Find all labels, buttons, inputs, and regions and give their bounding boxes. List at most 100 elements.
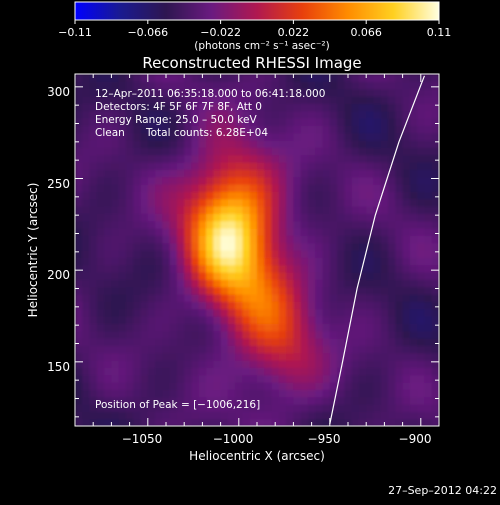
heatmap-cell xyxy=(147,272,156,280)
heatmap-cell xyxy=(271,191,280,200)
heatmap-cell xyxy=(206,81,214,90)
heatmap-cell xyxy=(380,162,389,170)
heatmap-cell xyxy=(220,338,229,346)
heatmap-cell xyxy=(431,360,439,368)
heatmap-cell xyxy=(249,125,258,134)
heatmap-cell xyxy=(293,213,302,222)
heatmap-cell xyxy=(271,206,280,214)
heatmap-cell xyxy=(140,96,149,104)
heatmap-cell xyxy=(235,411,244,420)
heatmap-cell xyxy=(424,81,433,90)
heatmap-cell xyxy=(220,367,229,376)
heatmap-cell xyxy=(402,235,411,244)
heatmap-cell xyxy=(206,330,214,339)
heatmap-cell xyxy=(220,308,229,317)
heatmap-cell xyxy=(395,250,404,258)
heatmap-cell xyxy=(402,220,411,229)
heatmap-cell xyxy=(111,345,120,354)
heatmap-cell xyxy=(373,110,382,119)
heatmap-cell xyxy=(104,382,112,390)
heatmap-cell xyxy=(329,301,338,310)
heatmap-cell xyxy=(125,264,134,273)
heatmap-cell xyxy=(125,286,134,295)
heatmap-cell xyxy=(169,198,178,207)
heatmap-cell xyxy=(315,404,324,412)
heatmap-cell xyxy=(424,103,433,112)
heatmap-cell xyxy=(271,257,280,266)
heatmap-cell xyxy=(366,330,375,339)
heatmap-cell xyxy=(235,382,244,390)
heatmap-cell xyxy=(191,81,200,90)
heatmap-cell xyxy=(89,316,98,324)
heatmap-cell xyxy=(96,250,105,258)
heatmap-cell xyxy=(118,220,127,229)
heatmap-cell xyxy=(373,198,382,207)
heatmap-cell xyxy=(155,162,163,170)
heatmap-cell xyxy=(344,286,353,295)
heatmap-cell xyxy=(358,154,367,163)
heatmap-cell xyxy=(147,360,156,368)
heatmap-cell xyxy=(162,264,171,273)
heatmap-cell xyxy=(235,191,244,200)
heatmap-cell xyxy=(169,154,178,163)
heatmap-cell xyxy=(118,206,127,214)
heatmap-cell xyxy=(417,352,426,361)
heatmap-cell xyxy=(286,301,294,310)
heatmap-cell xyxy=(242,132,251,141)
heatmap-cell xyxy=(388,213,396,222)
heatmap-cell xyxy=(337,103,345,112)
heatmap-cell xyxy=(213,169,222,178)
heatmap-cell xyxy=(242,411,251,420)
heatmap-cell xyxy=(278,250,287,258)
heatmap-cell xyxy=(366,198,375,207)
heatmap-cell xyxy=(235,228,244,236)
heatmap-cell xyxy=(264,81,273,90)
heatmap-cell xyxy=(89,228,98,236)
heatmap-cell xyxy=(75,301,83,310)
heatmap-cell xyxy=(125,338,134,346)
heatmap-cell xyxy=(380,308,389,317)
heatmap-cell xyxy=(286,132,294,141)
heatmap-cell xyxy=(140,338,149,346)
heatmap-cell xyxy=(118,110,127,119)
heatmap-cell xyxy=(176,316,185,324)
heatmap-cell xyxy=(235,147,244,156)
heatmap-cell xyxy=(140,191,149,200)
heatmap-cell xyxy=(380,88,389,97)
heatmap-cell xyxy=(431,140,439,148)
heatmap-cell xyxy=(431,272,439,280)
heatmap-cell xyxy=(191,352,200,361)
heatmap-cell xyxy=(322,360,331,368)
heatmap-cell xyxy=(140,125,149,134)
heatmap-cell xyxy=(249,154,258,163)
heatmap-cell xyxy=(82,242,91,251)
heatmap-cell xyxy=(227,389,236,398)
heatmap-cell xyxy=(417,294,426,302)
heatmap-cell xyxy=(366,404,375,412)
heatmap-cell xyxy=(271,242,280,251)
heatmap-cell xyxy=(337,250,345,258)
heatmap-cell xyxy=(257,206,265,214)
heatmap-cell xyxy=(176,125,185,134)
heatmap-cell xyxy=(125,81,134,90)
heatmap-cell xyxy=(300,286,309,295)
heatmap-cell xyxy=(82,345,91,354)
heatmap-cell xyxy=(344,396,353,405)
heatmap-cell xyxy=(431,242,439,251)
heatmap-cell xyxy=(322,242,331,251)
heatmap-cell xyxy=(125,228,134,236)
heatmap-cell xyxy=(417,162,426,170)
heatmap-cell xyxy=(358,125,367,134)
heatmap-cell xyxy=(329,169,338,178)
heatmap-cell xyxy=(169,147,178,156)
heatmap-cell xyxy=(104,396,112,405)
heatmap-cell xyxy=(307,125,316,134)
heatmap-cell xyxy=(82,140,91,148)
heatmap-cell xyxy=(249,74,258,82)
heatmap-cell xyxy=(409,220,418,229)
heatmap-cell xyxy=(271,220,280,229)
heatmap-cell xyxy=(249,264,258,273)
heatmap-cell xyxy=(286,411,294,420)
heatmap-cell xyxy=(344,169,353,178)
heatmap-cell xyxy=(344,338,353,346)
